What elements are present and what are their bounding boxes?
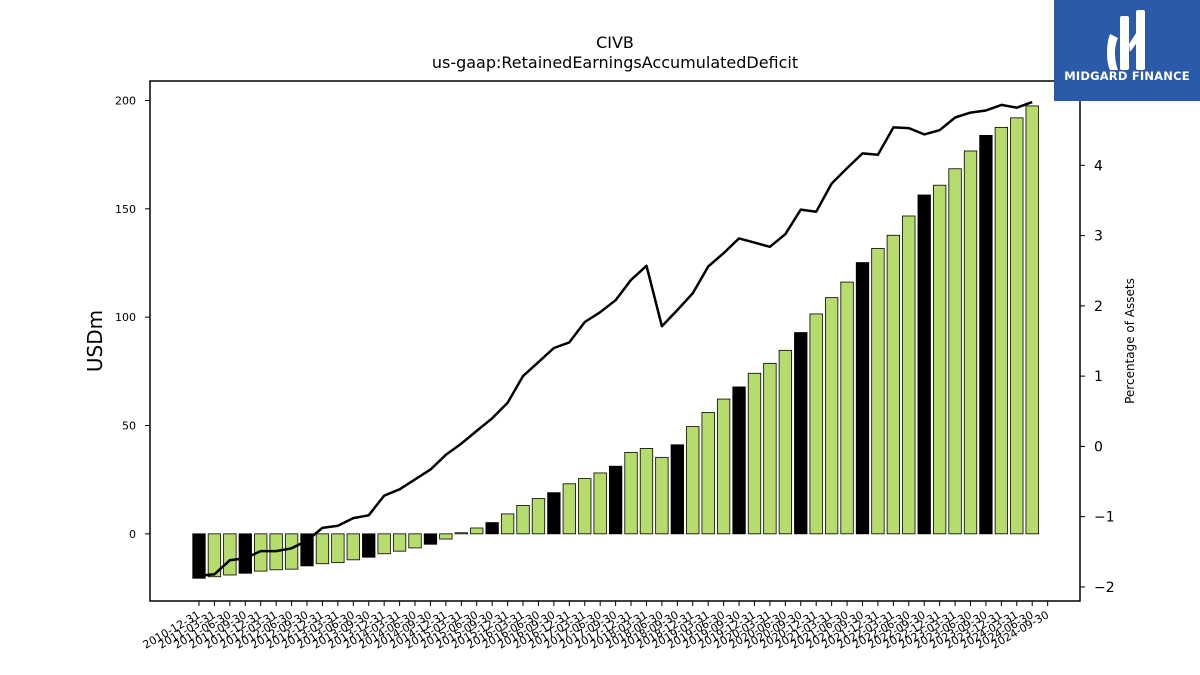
y-axis-right: −2 −1 0 1 2 3 4 — [1080, 158, 1115, 596]
bar — [855, 262, 870, 535]
series-line — [198, 100, 1033, 577]
bar — [331, 533, 345, 564]
bar — [362, 533, 376, 558]
y2-tick-label: −1 — [1094, 510, 1115, 526]
chart-subtitle: us-gaap:RetainedEarningsAccumulatedDefic… — [432, 53, 798, 72]
bar — [485, 522, 499, 535]
bar — [639, 448, 654, 535]
bar — [932, 184, 947, 535]
chart-title: CIVB — [596, 33, 634, 52]
bar — [423, 533, 438, 545]
bar — [948, 168, 962, 535]
bar — [238, 533, 252, 574]
bar — [655, 456, 669, 535]
bar — [254, 533, 268, 572]
bar — [408, 533, 422, 549]
bar — [624, 451, 638, 535]
bar — [1025, 105, 1039, 535]
y2-tick-label: 2 — [1094, 299, 1103, 315]
bar — [979, 134, 993, 535]
y2-tick-label: 4 — [1094, 158, 1103, 174]
y2-tick-label: 3 — [1094, 229, 1103, 245]
y2-tick-label: 1 — [1094, 369, 1103, 385]
bar — [747, 372, 762, 535]
y2-tick-label: 0 — [1094, 439, 1103, 455]
bar — [686, 426, 700, 535]
bar — [1010, 117, 1024, 535]
logo-text: MIDGARD FINANCE — [1064, 69, 1190, 83]
bar — [871, 248, 885, 535]
bar — [608, 465, 623, 535]
bar — [963, 150, 978, 535]
bar — [716, 398, 731, 535]
bar — [192, 533, 206, 579]
bar — [562, 483, 576, 535]
bar — [902, 215, 916, 535]
bar — [578, 478, 592, 535]
bar — [516, 505, 530, 535]
bar — [917, 194, 931, 535]
bar — [454, 532, 468, 535]
bars-layer — [192, 105, 1039, 579]
line-layer — [198, 100, 1033, 577]
brand-logo: MIDGARD FINANCE — [1054, 0, 1200, 101]
bar — [778, 349, 792, 535]
bar — [824, 297, 839, 535]
bar — [732, 386, 746, 535]
y-tick-label: 150 — [115, 203, 136, 216]
bar — [701, 412, 715, 535]
y-tick-label: 100 — [115, 311, 136, 324]
bar — [547, 492, 561, 535]
bar — [593, 472, 607, 535]
bar — [994, 126, 1009, 535]
y-tick-label: 50 — [122, 420, 136, 433]
bar — [300, 533, 314, 567]
x-axis: 2010-12-312011-03-312011-06-302011-09-30… — [141, 601, 1051, 652]
y-axis-label: USDm — [83, 310, 107, 372]
bar — [439, 533, 453, 540]
y-tick-label: 0 — [129, 528, 136, 541]
bar — [377, 533, 391, 555]
y2-axis-label: Percentage of Assets — [1123, 278, 1137, 404]
bar — [346, 533, 360, 561]
y2-tick-label: −2 — [1094, 580, 1115, 596]
bar — [670, 444, 684, 535]
bar — [809, 313, 823, 535]
bar — [531, 498, 546, 535]
bar — [794, 332, 808, 535]
bar — [392, 533, 407, 552]
logo-mark-icon — [1107, 10, 1145, 70]
bar — [470, 527, 484, 535]
bar — [886, 234, 900, 535]
plot-frame — [149, 80, 1081, 602]
bar — [284, 533, 299, 570]
bar — [315, 533, 330, 565]
bar — [223, 533, 237, 576]
bar — [840, 281, 854, 535]
y-axis-left: 0 50 100 150 200 — [115, 95, 150, 541]
bar — [207, 533, 222, 578]
y-tick-label: 200 — [115, 95, 136, 108]
bar — [500, 513, 515, 535]
bar — [763, 362, 777, 535]
